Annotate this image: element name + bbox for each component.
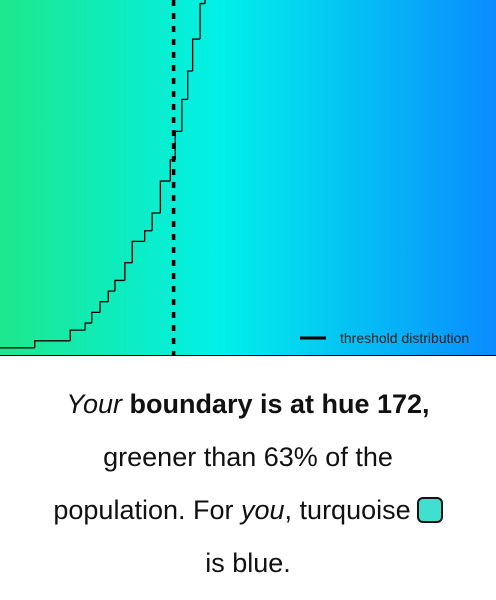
- step-segment: [84, 322, 92, 331]
- message-text: Your: [66, 389, 122, 419]
- step-segment: [144, 230, 153, 242]
- step-segment: [107, 290, 115, 302]
- message-text: greener than 63% of the: [103, 442, 393, 472]
- message-text: you: [241, 495, 285, 525]
- step-segment: [159, 180, 171, 213]
- message-text: is blue.: [205, 548, 291, 578]
- hue-gradient: [0, 0, 496, 355]
- message-line: greener than 63% of the: [0, 431, 496, 484]
- message-text: boundary is at hue 172,: [121, 389, 430, 419]
- step-segment: [99, 301, 109, 313]
- step-segment: [199, 2, 206, 40]
- legend-label: threshold distribution: [340, 330, 469, 346]
- message-text: population. For: [53, 495, 241, 525]
- color-swatch: [416, 497, 443, 523]
- step-segment: [124, 262, 133, 281]
- step-segment: [151, 212, 161, 231]
- step-segment: [69, 329, 86, 341]
- message-line: Your boundary is at hue 172,: [0, 378, 496, 431]
- step-segment: [131, 240, 145, 263]
- step-segment: [187, 70, 193, 100]
- message-text: , turquoise: [284, 495, 411, 525]
- step-segment: [34, 340, 71, 348]
- step-segment: [91, 311, 101, 324]
- message: Your boundary is at hue 172, greener than…: [0, 378, 496, 590]
- step-segment: [191, 38, 201, 71]
- message-line: population. For you, turquoise: [0, 484, 496, 537]
- step-segment: [181, 98, 188, 132]
- chart: threshold distribution: [0, 0, 496, 356]
- message-line: is blue.: [0, 537, 496, 590]
- step-segment: [114, 279, 125, 292]
